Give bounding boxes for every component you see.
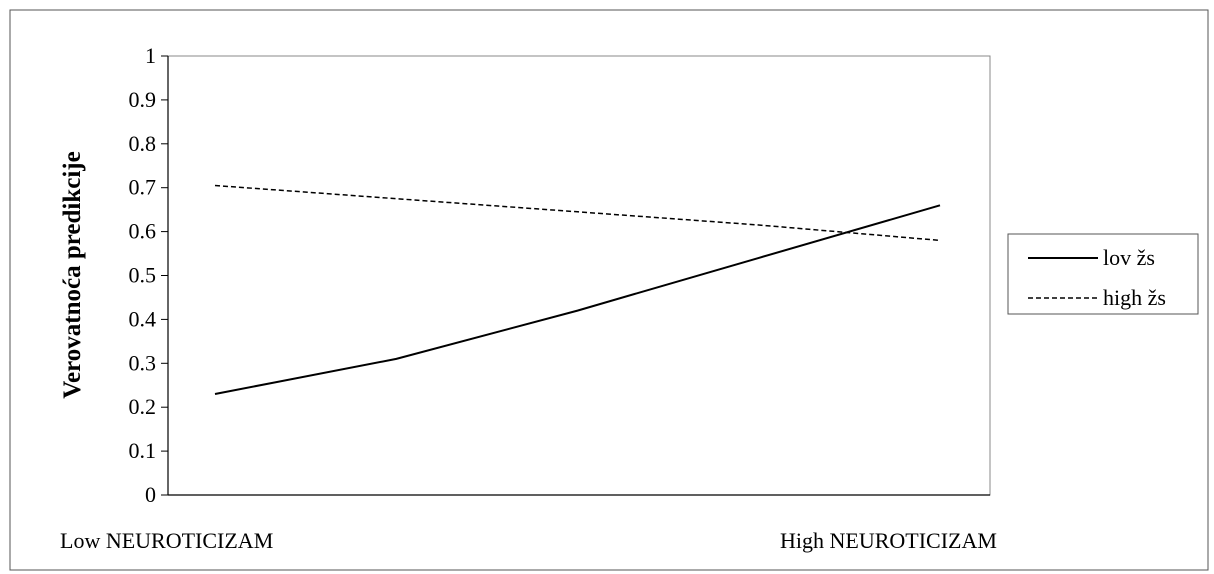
x-category-high: High NEUROTICIZAM [780, 528, 997, 553]
y-tick-label: 0.8 [129, 131, 157, 156]
y-tick-label: 0.4 [129, 306, 157, 331]
series-line-high [214, 184, 941, 242]
series-line-lov [214, 204, 941, 395]
legend: lov žs high žs [1007, 233, 1199, 315]
legend-label-lov: lov žs [1103, 245, 1155, 270]
y-tick-label: 0.5 [129, 263, 157, 288]
y-tick-label: 0.2 [129, 394, 157, 419]
y-axis-label: Verovatnoća predikcije [59, 151, 86, 398]
y-tick-label: 0.9 [129, 87, 157, 112]
y-tick-label: 1 [145, 43, 156, 68]
y-axis-ticks: 0 0.1 0.2 0.3 0.4 0.5 0.6 0.7 0.8 0.9 1 [129, 43, 168, 507]
y-tick-label: 0 [145, 482, 156, 507]
y-tick-label: 0.1 [129, 438, 157, 463]
y-tick-label: 0.7 [129, 175, 157, 200]
x-category-low: Low NEUROTICIZAM [60, 528, 273, 553]
legend-label-high: high žs [1103, 285, 1166, 310]
y-tick-label: 0.6 [129, 219, 157, 244]
series-group [214, 184, 941, 395]
legend-box [1007, 233, 1199, 315]
y-tick-label: 0.3 [129, 350, 157, 375]
